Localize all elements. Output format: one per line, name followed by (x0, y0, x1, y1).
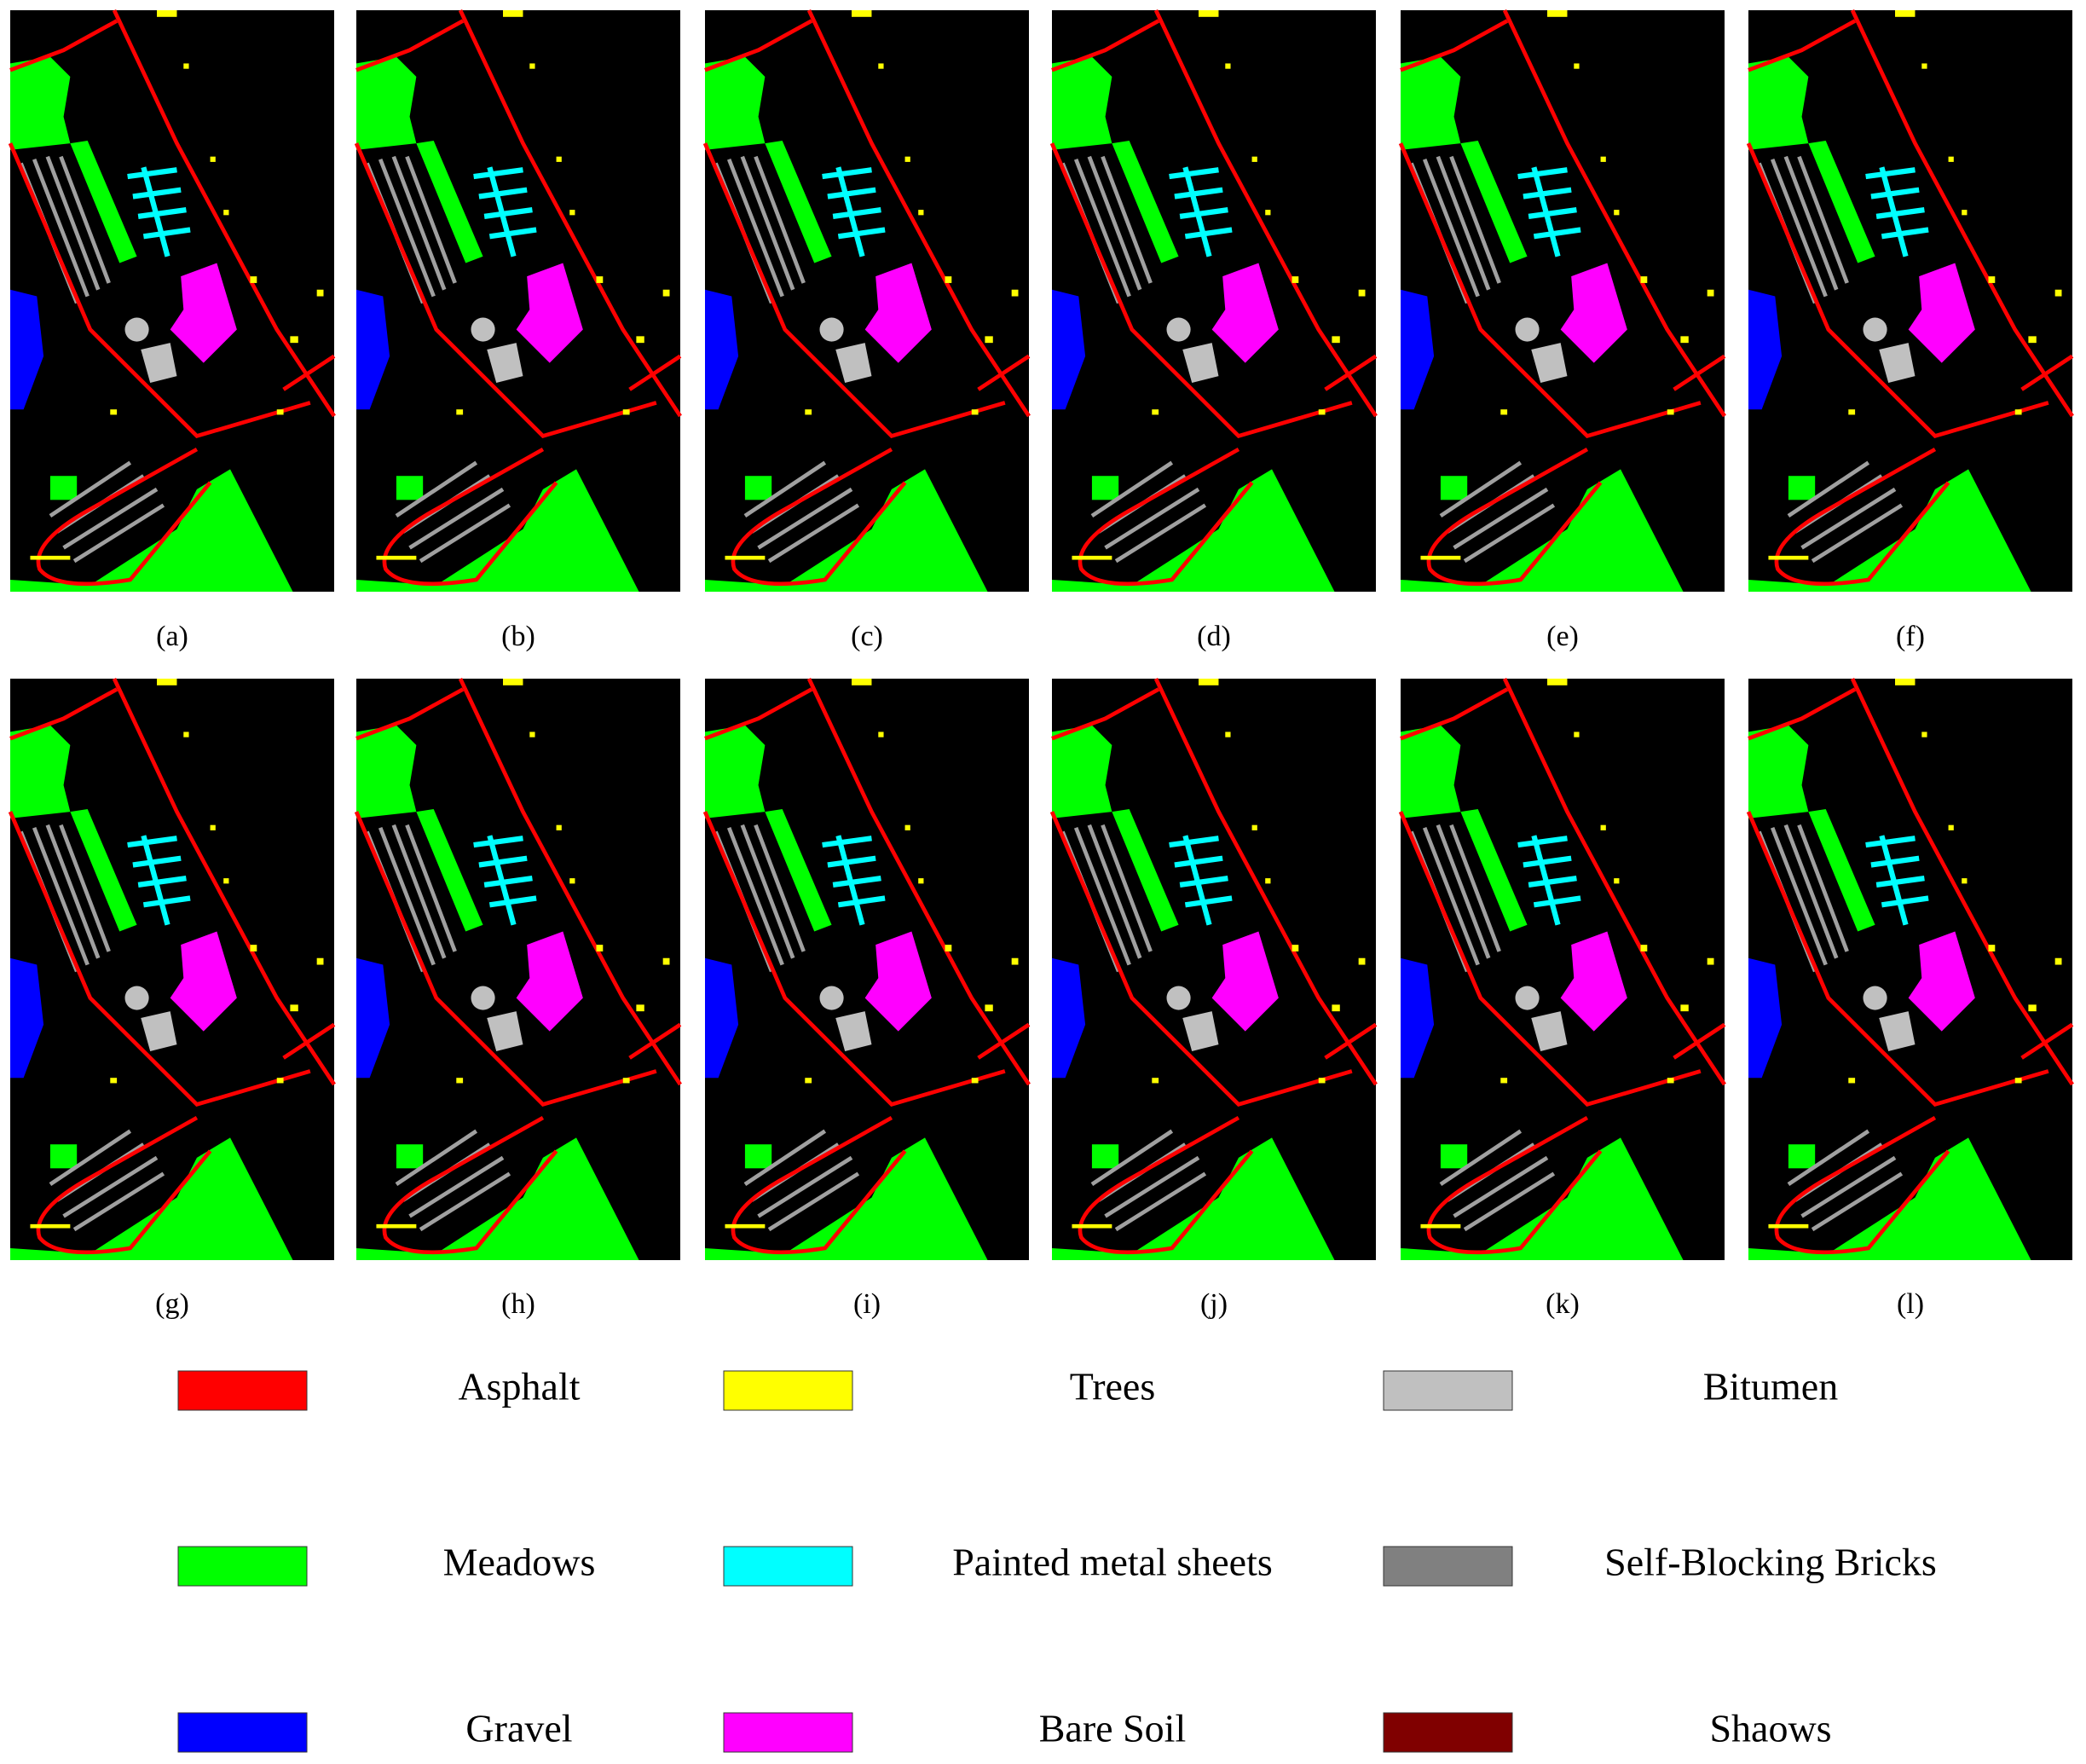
map-panel (356, 10, 680, 592)
panel-label: (a) (156, 621, 188, 652)
legend-label: Gravel (465, 1707, 572, 1750)
legend-swatch (1383, 1546, 1513, 1587)
legend-swatch (723, 1712, 853, 1753)
legend-label: Painted metal sheets (952, 1541, 1273, 1584)
map-panel (705, 10, 1029, 592)
legend-swatch (177, 1546, 308, 1587)
panel-label: (d) (1197, 621, 1231, 652)
panel-label: (l) (1897, 1288, 1924, 1320)
legend-swatch (177, 1712, 308, 1753)
legend-label: Shaows (1709, 1707, 1831, 1750)
legend-swatch (1383, 1712, 1513, 1753)
panels: (a) (b) (c) (d) (e) (f) (g) (h) (i) (j) (k) (l) (10, 10, 2072, 1320)
legend-label: Bare Soil (1039, 1707, 1186, 1750)
map-panel (1052, 10, 1376, 592)
panel-label: (k) (1546, 1288, 1580, 1320)
legend-label: Bitumen (1703, 1365, 1838, 1408)
legend-swatch (723, 1370, 853, 1411)
panel-label: (e) (1546, 621, 1579, 652)
panel-label: (g) (155, 1288, 189, 1320)
panel-label: (i) (853, 1288, 881, 1320)
legend-label: Trees (1070, 1365, 1156, 1408)
panel-label: (f) (1896, 621, 1925, 652)
map-panel (705, 679, 1029, 1260)
map-panel (10, 679, 334, 1260)
panel-label: (c) (851, 621, 883, 652)
legend-swatch (177, 1370, 308, 1411)
map-panel (1401, 679, 1725, 1260)
panel-label: (j) (1200, 1288, 1228, 1320)
legend-label: Asphalt (458, 1365, 580, 1408)
panel-label: (h) (501, 1288, 535, 1320)
legend: Asphalt Trees Bitumen Meadows Painted metal … (177, 1365, 1937, 1753)
panel-label: (b) (501, 621, 535, 652)
legend-swatch (1383, 1370, 1513, 1411)
legend-swatch (723, 1546, 853, 1587)
map-panel (10, 10, 334, 592)
legend-label: Self-Blocking Bricks (1604, 1541, 1937, 1584)
map-panel (356, 679, 680, 1260)
map-panel (1052, 679, 1376, 1260)
legend-label: Meadows (443, 1541, 596, 1584)
map-panel (1748, 679, 2072, 1260)
map-panel (1401, 10, 1725, 592)
map-panel (1748, 10, 2072, 592)
